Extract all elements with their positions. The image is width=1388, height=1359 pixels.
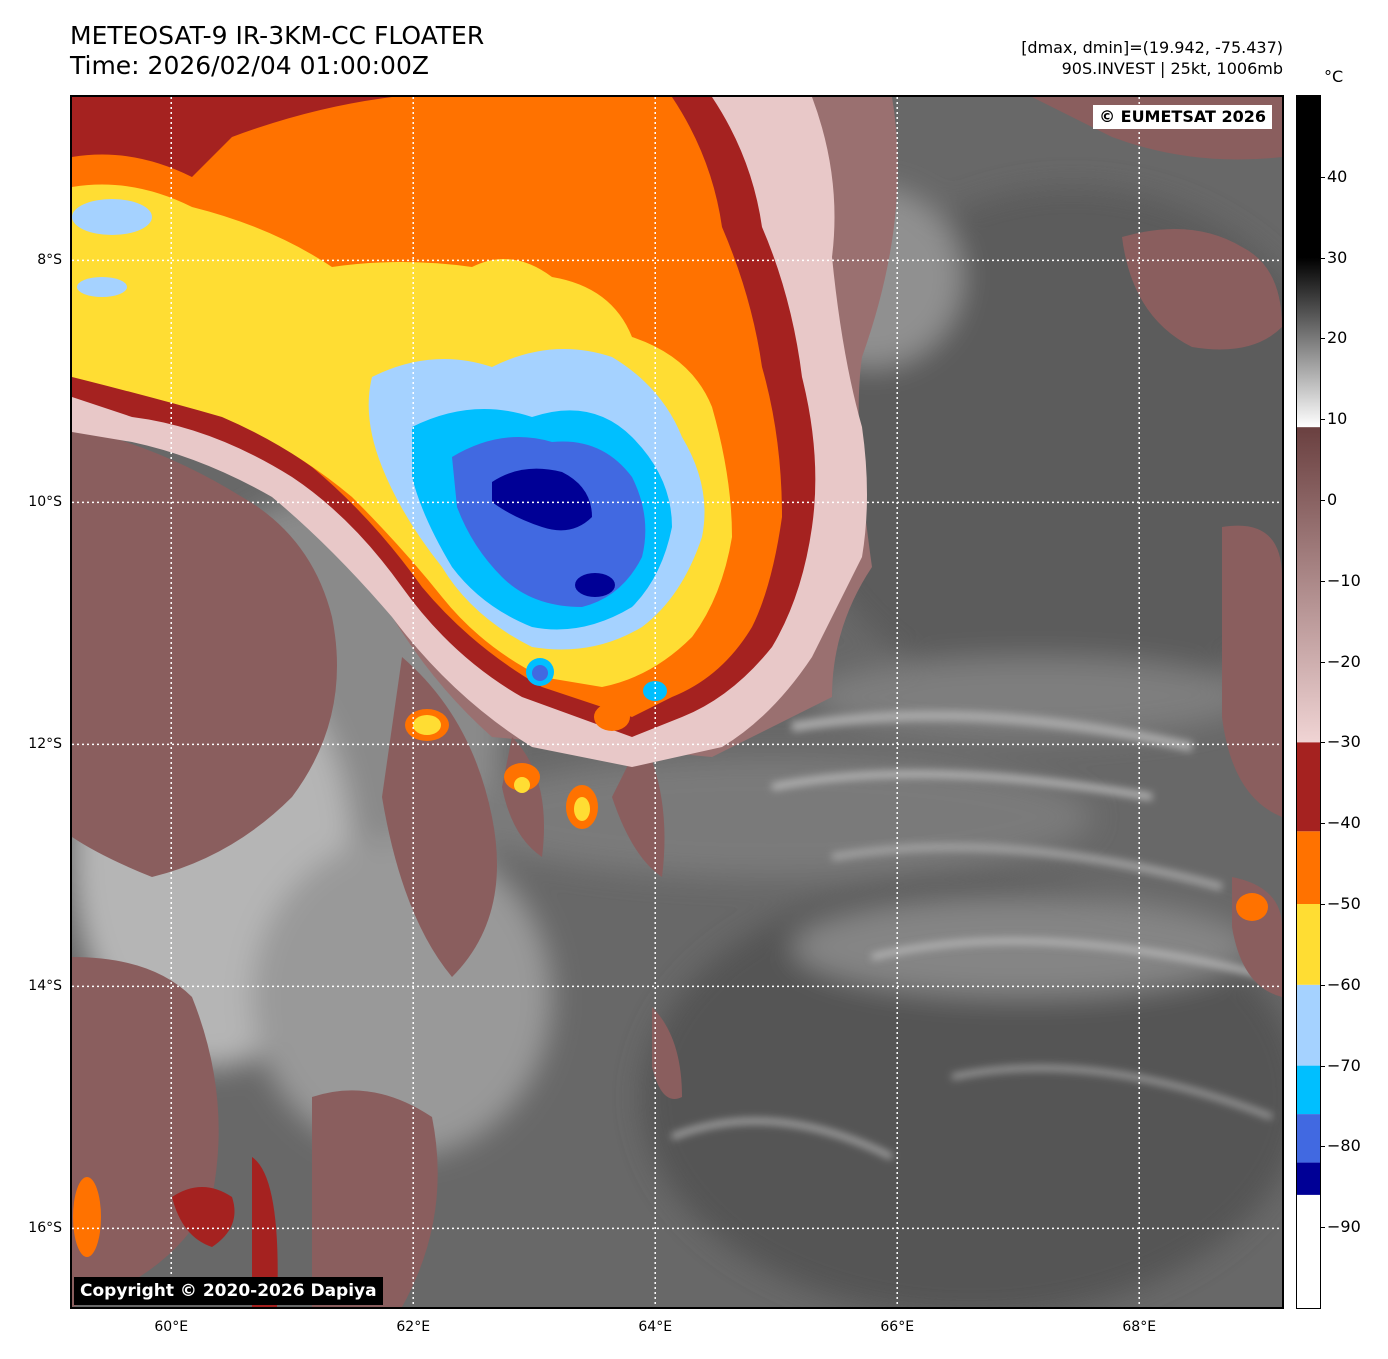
- cold-cloud-core-navy: [492, 468, 592, 531]
- colorbar-tick-label: −90: [1327, 1217, 1361, 1237]
- colorbar-tick-label: −40: [1327, 813, 1361, 833]
- lat-label: 8°S: [37, 252, 62, 269]
- data-range-text: [dmax, dmin]=(19.942, -75.437): [1021, 38, 1283, 57]
- colorbar-tick-mark: [1320, 742, 1325, 744]
- colorbar-tick-mark: [1320, 661, 1325, 663]
- colorbar-tick-label: 10: [1327, 409, 1348, 429]
- cloud-streaks: [670, 710, 1274, 1160]
- lat-label: 14°S: [28, 978, 62, 995]
- colorbar: [1296, 95, 1321, 1309]
- colorbar-tick-label: −50: [1327, 894, 1361, 913]
- colorbar-tick-label: 30: [1327, 247, 1348, 267]
- colorbar-tick-mark: [1320, 1146, 1325, 1148]
- colorbar-tick-label: −30: [1327, 732, 1361, 752]
- colorbar-band: [1297, 1114, 1320, 1163]
- lon-label: 60°E: [154, 1319, 189, 1335]
- colorbar-tick-label: 40: [1327, 166, 1348, 186]
- colorbar-tick-mark: [1320, 257, 1325, 259]
- colorbar-tick-mark: [1320, 984, 1325, 986]
- colorbar-tick-label: 20: [1327, 328, 1348, 348]
- colorbar-gradient: [1297, 96, 1320, 743]
- colorbar-tick-mark: [1320, 904, 1325, 905]
- colorbar-tick-label: −20: [1327, 651, 1361, 671]
- product-title: METEOSAT-9 IR-3KM-CC FLOATER: [70, 21, 485, 50]
- low-cloud-field: [72, 187, 1282, 1307]
- colorbar-tick-mark: [1320, 500, 1325, 501]
- colorbar-tick-mark: [1320, 580, 1325, 582]
- colorbar-tick-mark: [1320, 338, 1325, 340]
- colorbar-tick-mark: [1320, 176, 1325, 178]
- colorbar-band: [1297, 984, 1320, 1066]
- colorbar-tick-label: −10: [1327, 570, 1361, 590]
- colorbar-scale: [1297, 96, 1320, 1308]
- lon-label: 68°E: [1122, 1319, 1157, 1335]
- colorbar-band: [1297, 1162, 1320, 1195]
- lat-label: 12°S: [28, 736, 62, 753]
- colorbar-band: [1297, 742, 1320, 832]
- satellite-imagery: [72, 97, 1282, 1307]
- colorbar-tick-mark: [1320, 1227, 1325, 1229]
- colorbar-tick-label: −70: [1327, 1055, 1361, 1075]
- lon-label: 62°E: [396, 1319, 431, 1335]
- satellite-map: © EUMETSAT 2026 Copyright © 2020-2026 Da…: [70, 95, 1284, 1309]
- dapiya-credit: Copyright © 2020-2026 Dapiya: [74, 1277, 383, 1305]
- colorbar-tick-mark: [1320, 823, 1325, 825]
- lat-label: 16°S: [28, 1220, 62, 1237]
- colorbar-tick-label: 0: [1327, 490, 1338, 509]
- colorbar-band: [1297, 1194, 1320, 1308]
- colorbar-tick-label: −60: [1327, 974, 1361, 994]
- graticule: [72, 97, 1282, 1307]
- colorbar-tick-mark: [1320, 1065, 1325, 1067]
- lat-label: 10°S: [28, 494, 62, 511]
- lon-label: 64°E: [638, 1319, 673, 1335]
- colorbar-band: [1297, 831, 1320, 904]
- eumetsat-credit: © EUMETSAT 2026: [1093, 105, 1272, 129]
- timestamp-title: Time: 2026/02/04 01:00:00Z: [70, 51, 429, 80]
- colorbar-tick-label: −80: [1327, 1136, 1361, 1156]
- lon-label: 66°E: [880, 1319, 915, 1335]
- colorbar-band: [1297, 904, 1320, 985]
- colorbar-tick-mark: [1320, 419, 1325, 421]
- storm-info-text: 90S.INVEST | 25kt, 1006mb: [1061, 59, 1283, 78]
- colorbar-band: [1297, 1065, 1320, 1115]
- colorbar-unit: °C: [1324, 67, 1344, 86]
